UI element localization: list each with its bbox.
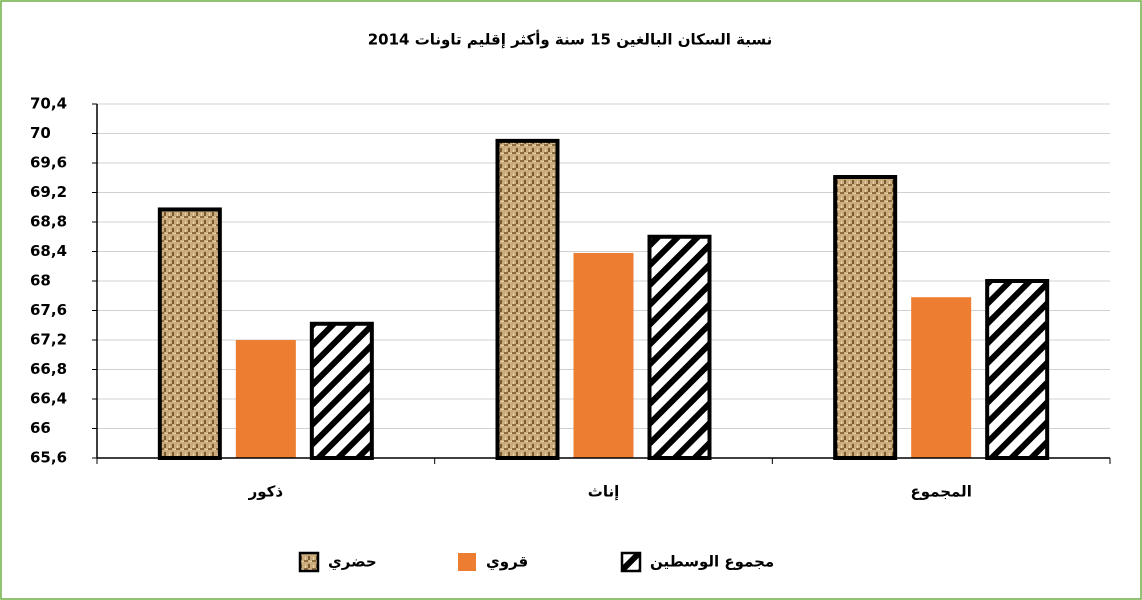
chart-title: نسبة السكان البالغين 15 سنة وأكثر إقليم … [368,30,772,49]
y-tick-label: 70 [30,124,51,142]
y-tick-label: 69,6 [30,154,67,172]
y-tick-label: 68 [30,272,51,290]
y-tick-label: 67,6 [30,301,67,319]
bar [235,340,296,458]
y-tick-label: 66,4 [30,390,67,408]
legend-swatch [620,551,642,573]
x-tick-label: ذكور [248,483,284,501]
x-tick-label: المجموع [910,483,971,501]
y-tick-label: 68,8 [30,213,67,231]
bar [647,234,712,460]
y-tick-label: 66 [30,419,51,437]
bar [495,138,560,460]
y-tick-label: 67,2 [30,331,67,349]
legend-label: قروي [486,553,528,572]
legend-label: حضري [328,553,377,572]
legend-swatch [458,553,476,571]
y-tick-label: 66,8 [30,360,67,378]
y-tick-label: 70,4 [30,95,67,113]
bar [985,279,1050,460]
x-tick-label: إناث [588,483,619,501]
bar [833,175,898,460]
bar [309,321,374,460]
y-tick-label: 68,4 [30,242,67,260]
bar [157,207,222,460]
bar [911,297,972,458]
legend-label: مجموع الوسطين [650,553,774,571]
y-tick-label: 69,2 [30,183,67,201]
bar [573,252,634,458]
y-tick-label: 65,6 [30,449,67,467]
legend-swatch [298,551,320,573]
